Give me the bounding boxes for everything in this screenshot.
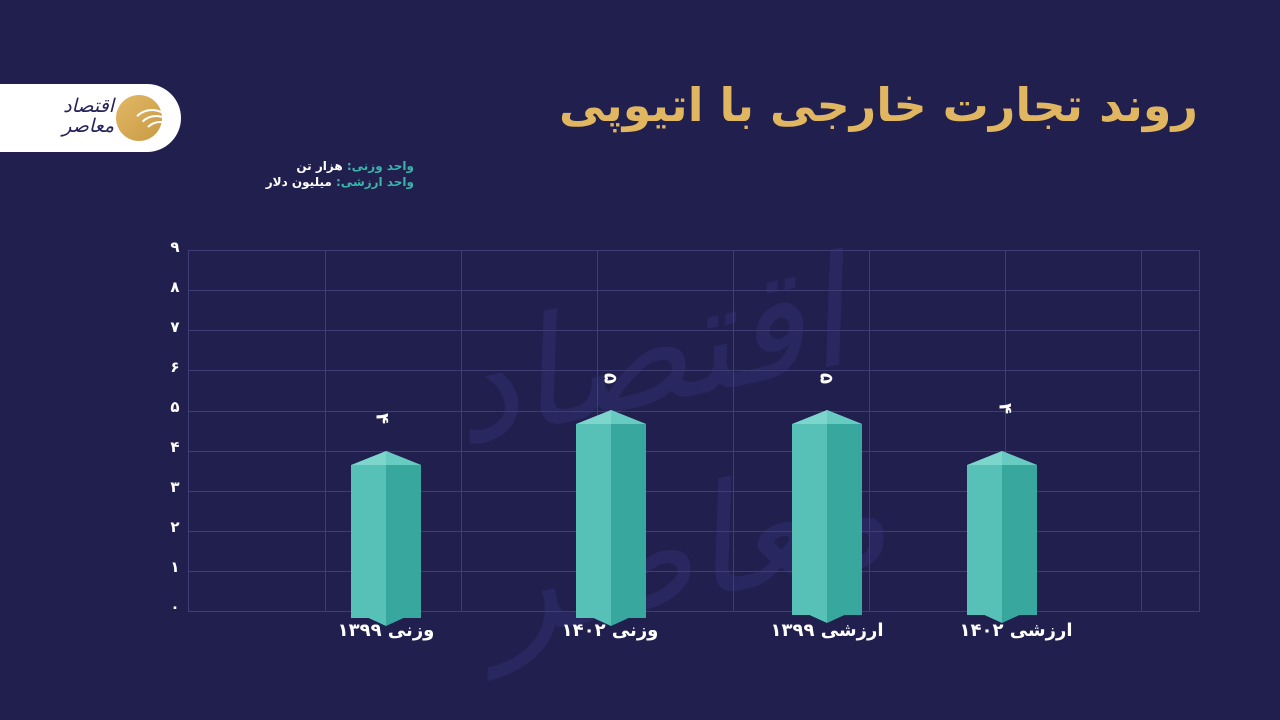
gridline bbox=[188, 491, 1200, 492]
gridline bbox=[188, 250, 1200, 251]
y-tick-label: ۳ bbox=[170, 478, 180, 496]
units-legend: واحد وزنی: هزار تن واحد ارزشی: میلیون دل… bbox=[230, 158, 414, 190]
bar-value-1399 bbox=[792, 410, 862, 623]
bar-value-label: ۴ bbox=[994, 403, 1016, 414]
y-tick-label: ۴ bbox=[170, 438, 180, 456]
gridline bbox=[188, 330, 1200, 331]
gridline bbox=[869, 250, 870, 612]
value-unit-key: واحد ارزشی: bbox=[336, 175, 414, 189]
gridline bbox=[188, 571, 1200, 572]
logo-emblem-icon bbox=[116, 95, 162, 141]
y-tick-label: ۰ bbox=[170, 598, 180, 616]
bar-value-label: ۵ bbox=[599, 373, 621, 384]
value-unit-line: واحد ارزشی: میلیون دلار bbox=[230, 174, 414, 190]
bar-weight-1402 bbox=[576, 410, 646, 626]
x-axis-label: وزنی ۱۴۰۲ bbox=[561, 620, 659, 641]
gridline bbox=[1199, 250, 1200, 612]
gridline bbox=[188, 531, 1200, 532]
bar-value-label: ۵ bbox=[815, 373, 837, 384]
y-tick-label: ۲ bbox=[170, 518, 180, 536]
gridline bbox=[1141, 250, 1142, 612]
gridline bbox=[325, 250, 326, 612]
value-unit-value: میلیون دلار bbox=[265, 175, 332, 189]
x-axis-label: ارزشی ۱۴۰۲ bbox=[959, 620, 1073, 641]
y-tick-label: ۱ bbox=[170, 558, 180, 576]
bar-value-label: ۴ bbox=[371, 413, 393, 424]
gridline bbox=[188, 451, 1200, 452]
chart-plot-area bbox=[188, 250, 1200, 612]
y-tick-label: ۵ bbox=[170, 398, 180, 416]
weight-unit-value: هزار تن bbox=[296, 159, 343, 173]
weight-unit-key: واحد وزنی: bbox=[346, 159, 414, 173]
bar-value-1402 bbox=[967, 451, 1037, 623]
gridline bbox=[188, 250, 189, 612]
y-tick-label: ۷ bbox=[170, 318, 180, 336]
y-tick-label: ۸ bbox=[170, 278, 180, 296]
weight-unit-line: واحد وزنی: هزار تن bbox=[230, 158, 414, 174]
y-tick-label: ۶ bbox=[170, 358, 180, 376]
gridline bbox=[188, 611, 1200, 612]
x-axis-label: وزنی ۱۳۹۹ bbox=[337, 620, 435, 641]
logo-text: اقتصاد معاصر bbox=[62, 95, 114, 137]
gridline bbox=[188, 411, 1200, 412]
gridline bbox=[1005, 250, 1006, 612]
gridline bbox=[461, 250, 462, 612]
gridline bbox=[188, 370, 1200, 371]
gridline bbox=[188, 290, 1200, 291]
y-tick-label: ۹ bbox=[170, 238, 180, 256]
gridline bbox=[733, 250, 734, 612]
page-title: روند تجارت خارجی با اتیوپی bbox=[559, 78, 1199, 132]
bar-weight-1399 bbox=[351, 451, 421, 626]
x-axis-label: ارزشی ۱۳۹۹ bbox=[770, 620, 884, 641]
